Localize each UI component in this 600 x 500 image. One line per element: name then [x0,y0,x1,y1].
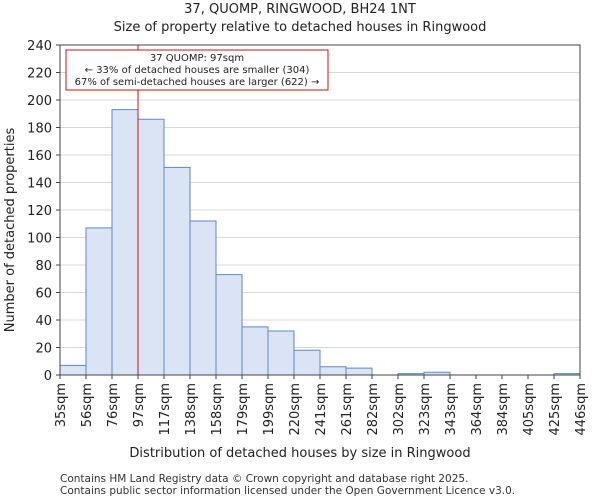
x-tick-label: 282sqm [366,383,381,436]
y-tick-label: 60 [35,287,52,302]
y-tick-label: 180 [27,122,52,137]
y-tick-label: 200 [27,94,52,109]
y-axis-ticks: 0 20 40 60 80 100 120 140 160 180 200 220 240 [27,39,60,384]
x-tick-label: 179sqm [236,383,251,436]
bar [189,220,217,376]
annotation-line-2: ← 33% of detached houses are smaller (30… [85,65,310,76]
annotation-line-1: 37 QUOMP: 97sqm [150,53,244,64]
x-tick-label: 384sqm [496,383,511,436]
y-tick-label: 140 [27,177,52,192]
x-tick-label: 76sqm [106,383,121,427]
y-tick-label: 240 [27,39,52,54]
bar [111,109,139,376]
bar [293,349,321,376]
y-tick-label: 220 [27,67,52,82]
bar [241,326,269,376]
y-tick-label: 20 [35,342,52,357]
x-tick-label: 405sqm [522,383,537,436]
bar [137,118,165,376]
annotation-frame [65,49,329,91]
bar [319,366,347,376]
plot-frame [59,44,581,376]
x-tick-label: 241sqm [314,383,329,436]
bar [163,166,191,376]
x-tick-label: 364sqm [470,383,485,436]
bar [59,364,87,376]
chart-title: 37, QUOMP, RINGWOOD, BH24 1NT [184,2,416,17]
x-tick-label: 425sqm [548,383,563,436]
chart-subtitle: Size of property relative to detached ho… [114,20,487,35]
x-tick-label: 56sqm [80,383,95,427]
x-tick-label: 220sqm [288,383,303,436]
x-tick-label: 261sqm [340,383,355,436]
annotation-box: 37 QUOMP: 97sqm ← 33% of detached houses… [65,49,329,91]
annotation-line-3: 67% of semi-detached houses are larger (… [75,77,320,88]
x-tick-label: 199sqm [262,383,277,436]
x-tick-label: 343sqm [444,383,459,436]
x-tick-label: 302sqm [392,383,407,436]
y-axis-label: Number of detached properties [3,128,18,333]
x-tick-label: 323sqm [418,383,433,436]
y-tick-label: 120 [27,204,52,219]
y-tick-label: 160 [27,149,52,164]
y-tick-label: 100 [27,232,52,247]
y-tick-label: 40 [35,314,52,329]
x-tick-label: 138sqm [184,383,199,436]
bar [267,330,295,376]
x-tick-label: 158sqm [210,383,225,436]
bar [85,227,113,376]
y-tick-label: 80 [35,259,52,274]
bars-group [59,109,581,376]
x-axis-label: Distribution of detached houses by size … [129,446,470,461]
bar [345,367,373,376]
y-tick-label: 0 [44,369,52,384]
footer-line-1: Contains HM Land Registry data © Crown c… [60,473,468,485]
bar [215,274,243,376]
footer-line-2: Contains public sector information licen… [60,485,515,497]
x-tick-label: 97sqm [132,383,147,427]
x-tick-label: 117sqm [158,383,173,436]
x-tick-label: 446sqm [574,383,589,436]
x-tick-label: 35sqm [54,383,69,427]
x-axis-ticks: 35sqm 56sqm 76sqm 97sqm 117sqm 138sqm 158sqm 17… [54,375,589,436]
